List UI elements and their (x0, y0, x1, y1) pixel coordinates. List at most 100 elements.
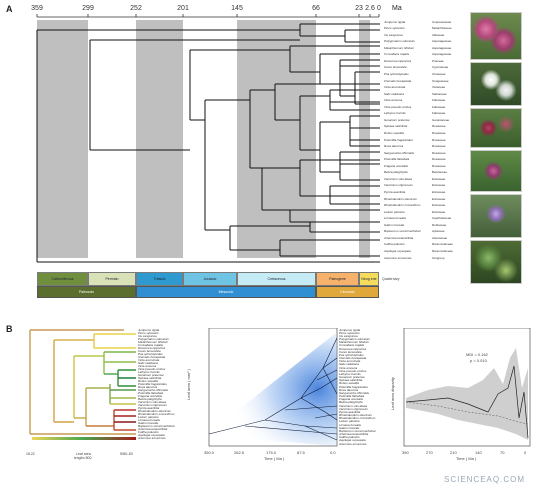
right-tick: 70 (500, 450, 505, 455)
tip-label: Juniperus rigida (138, 327, 160, 332)
species-label: Galium boreale (384, 222, 405, 227)
phenogram-tip-label: Potentilla flabellata (339, 394, 365, 398)
phenogram-tip-label: Pinus sylvestris (339, 330, 360, 335)
species-label: Geranium pratense (384, 117, 410, 122)
phenogram-tip-label: Juniperus rigida (339, 327, 361, 332)
tip-label: Ledum palustre (138, 414, 159, 419)
tip-label: Vaccinium uliginosum (138, 402, 167, 407)
phenogram-tip-label: Convallaria majalis (339, 343, 365, 348)
tip-label: Pinus sylvestris (138, 330, 159, 335)
period-permian: Permian (88, 272, 136, 286)
family-label: Asparagaceae (432, 52, 452, 57)
species-label: Carex lanceolata (384, 65, 407, 70)
tip-label: Bupleurum scorzonerifolium (138, 423, 176, 428)
tip-label: Galium boreale (138, 420, 159, 425)
tip-label: Betula platyphylla (138, 396, 162, 401)
phenogram-tip-label: Potentilla fragarioides (339, 384, 368, 389)
period-carboniferous: Carboniferous (37, 272, 88, 286)
family-label: Rosaceae (432, 137, 446, 142)
phenogram-tip-label: Iris sanguinea (339, 333, 358, 338)
tip-label: Rosa davurica (138, 384, 158, 389)
species-label: Poa sphondylodes (384, 71, 409, 76)
right-tick: 210 (450, 450, 457, 455)
tip-label: Lathyrus humilis (138, 369, 160, 374)
color-scale-max: 5961.83 (120, 452, 133, 456)
species-label: Clematis hexapetala (384, 78, 412, 83)
species-label: Aquilegia oxysepala (384, 248, 411, 253)
mid-ylabel: Leaf area ( mm² ) (186, 369, 191, 400)
family-label: Ericaceae (432, 203, 446, 208)
right-tick: 350 (402, 450, 409, 455)
species-label: Rubus saxatilis (384, 130, 405, 135)
tip-label: Fragaria orientalis (138, 393, 163, 398)
species-label: Iris sanguinea (384, 32, 403, 37)
family-label: Ericaceae (432, 189, 446, 194)
phenogram-tip-label: Aquilegia oxysepala (339, 438, 366, 443)
plant-photo-red-berries (470, 108, 522, 148)
species-label: Ledum palustre (384, 209, 405, 214)
phenogram-tip-label: Lathyrus humilis (339, 371, 361, 376)
family-label: Asteraceae (432, 235, 448, 240)
family-label: Rosaceae (432, 144, 446, 149)
species-label: Betula platyphylla (384, 170, 408, 175)
tip-label: Anemone amurensis (138, 435, 166, 440)
period-triassic: Triassic (136, 272, 183, 286)
tip-label: Iris sanguinea (138, 333, 157, 338)
period-jurassic: Jurassic (183, 272, 237, 286)
phenogram-tip-label: Linnaea borealis (339, 422, 362, 427)
phenogram-tip-label: Spiraea salicifolia (339, 378, 363, 383)
phenogram-tip-label: Artemisia tanacetifolia (339, 432, 369, 436)
tip-label: Clematis hexapetala (138, 354, 166, 359)
family-label: Poaceae (432, 58, 444, 63)
species-label: Rhododendron dauricum (384, 196, 418, 201)
species-label: Juniperus rigida (384, 19, 406, 24)
mdi-stat: MDI = 0.162 (466, 352, 488, 357)
species-label: Fragaria orientalis (384, 163, 409, 168)
watermark: SCIENCEAQ.COM (443, 475, 525, 484)
era-paleozoic: Paleozoic (37, 286, 136, 298)
time-tick: 23 (355, 5, 363, 12)
family-label: Apiaceae (432, 229, 445, 234)
family-label: Betulaceae (432, 170, 448, 175)
tip-label: Rhododendron micranthum (138, 411, 175, 416)
phenogram-tip-label: Dioscorea nipponica (339, 346, 367, 351)
period-neogene: Neog ene (359, 272, 379, 286)
mid-tick: 87.5 (297, 450, 305, 455)
phenogram-tip-label: Maianthemum bifolium (339, 340, 370, 345)
family-label: Cyperaceae (432, 65, 449, 70)
tip-label: Geranium pratense (138, 372, 164, 377)
period-quaternary: Quaternary (382, 277, 400, 281)
species-label: Potentilla flabellata (384, 157, 410, 162)
time-tick: 252 (130, 5, 142, 12)
tip-label: Pyrola asarifolia (138, 405, 160, 410)
species-label: Rosa davurica (384, 144, 404, 149)
family-label: Violaceae (432, 85, 446, 90)
time-axis-line (36, 14, 380, 18)
tip-label: Rubus saxatilis (138, 378, 159, 383)
phenogram-tip-label: Fragaria orientalis (339, 397, 364, 402)
tip-label: Caltha palustris (138, 429, 159, 434)
time-tick: 0 (377, 5, 381, 12)
panel-a-label: A (6, 4, 13, 14)
plant-photo-pink-flowers (470, 12, 522, 60)
period-paleogene: Paleogene (316, 272, 359, 286)
color-scale-label: Leaf area (76, 452, 91, 456)
phenogram-tip-label: Vicia pseudo-orobus (339, 368, 367, 373)
tip-label: Vicia pseudo-orobus (138, 366, 166, 371)
tip-label: Potentilla flabellata (138, 390, 164, 395)
mid-tick: 262.5 (234, 450, 245, 455)
time-tick: 359 (31, 5, 43, 12)
p-value-stat: p = 0.010 (470, 358, 487, 363)
family-label: Rosaceae (432, 130, 446, 135)
species-label: Vicia amoena (384, 98, 403, 103)
species-label: Vaccinium vitis-idaea (384, 176, 413, 181)
phenogram-tip-label: Betula platyphylla (339, 400, 363, 405)
tip-label: Rhododendron dauricum (138, 408, 172, 413)
time-tick: 2.6 (365, 5, 375, 12)
permian-band (88, 20, 136, 258)
species-label: Viola acuminata (384, 85, 406, 90)
phenogram-tip-label: Salix raddeana (339, 362, 360, 367)
plant-photo-green-leaves (470, 240, 522, 284)
species-label: Vaccinium uliginosum (384, 183, 413, 188)
phenogram-tip-label: Sanguisorba officinalis (339, 390, 370, 395)
